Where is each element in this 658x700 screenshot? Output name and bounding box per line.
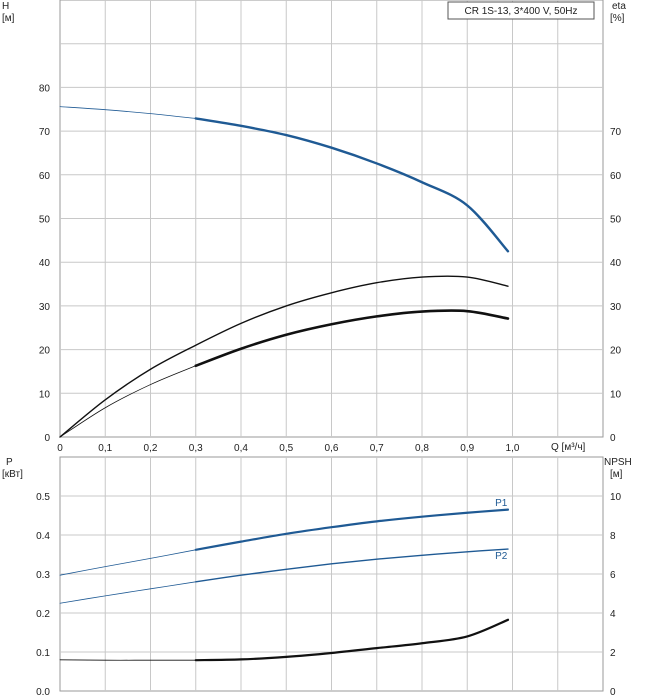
lower-y-tick-label-left: 0.0	[36, 687, 50, 698]
efficiency-curve	[59, 275, 509, 438]
x-tick-label: 0,5	[279, 443, 293, 454]
y-tick-label-left: 20	[39, 346, 51, 357]
head-curve	[194, 117, 510, 253]
series-label-p2: P2	[495, 551, 508, 562]
p2-curve	[195, 548, 509, 583]
lower-y-tick-label-right: 2	[610, 648, 616, 659]
upper-xlabel: Q [м³/ч]	[551, 442, 586, 453]
lower-y-tick-label-left: 0.3	[36, 570, 50, 581]
x-tick-label: 0	[57, 443, 63, 454]
lower-ylabel-line2: [кВт]	[2, 469, 23, 480]
head-curve	[59, 106, 197, 119]
lower-grid	[59, 456, 604, 692]
series-layer	[59, 106, 510, 662]
lower-y-tick-label-right: 4	[610, 609, 616, 620]
y-tick-label-right: 50	[610, 215, 622, 226]
y-tick-label-left: 10	[39, 389, 51, 400]
lower-ylabel-right-line2: [м]	[610, 469, 623, 480]
x-tick-label: 0,1	[98, 443, 112, 454]
ticks-layer: 0 0,1 0,2 0,3 0,4 0,5 0,6 0,7 0,8 0,9 1,0010203040…	[36, 83, 621, 698]
upper-grid	[59, 0, 604, 438]
y-tick-label-right: 70	[610, 127, 622, 138]
upper-ylabel-right-line2: [%]	[610, 13, 625, 24]
lower-y-tick-label-right: 8	[610, 531, 616, 542]
x-tick-label: 0,7	[370, 443, 384, 454]
lower-ylabel-right-line1: NPSH	[604, 457, 632, 468]
y-tick-label-right: 0	[610, 433, 616, 444]
y-tick-label-left: 50	[39, 215, 51, 226]
x-tick-label: 1,0	[506, 443, 520, 454]
lower-y-tick-label-right: 6	[610, 570, 616, 581]
chart-title: CR 1S-13, 3*400 V, 50Hz	[464, 6, 577, 17]
lower-ylabel-line1: P	[6, 457, 13, 468]
efficiency-curve	[194, 309, 510, 368]
y-tick-label-right: 20	[610, 346, 622, 357]
lower-y-tick-label-left: 0.5	[36, 492, 50, 503]
p1-curve	[194, 508, 510, 551]
y-tick-label-left: 70	[39, 127, 51, 138]
y-tick-label-left: 40	[39, 258, 51, 269]
y-tick-label-right: 30	[610, 302, 622, 313]
y-tick-label-left: 80	[39, 83, 51, 94]
y-tick-label-right: 10	[610, 389, 622, 400]
lower-y-tick-label-right: 0	[610, 687, 616, 698]
y-tick-label-right: 60	[610, 171, 622, 182]
p1-curve	[59, 549, 197, 576]
x-tick-label: 0,8	[415, 443, 429, 454]
upper-ylabel-right-line1: eta	[612, 1, 626, 12]
y-tick-label-left: 60	[39, 171, 51, 182]
y-tick-label-left: 30	[39, 302, 51, 313]
title-box	[447, 1, 595, 20]
x-tick-label: 0,3	[189, 443, 203, 454]
lower-y-tick-label-right: 10	[610, 492, 622, 503]
npsh-curve	[194, 618, 510, 662]
lower-y-tick-label-left: 0.2	[36, 609, 50, 620]
series-label-p1: P1	[495, 498, 508, 509]
y-tick-label-left: 0	[44, 433, 50, 444]
p2-curve	[59, 581, 197, 604]
lower-y-tick-label-left: 0.4	[36, 531, 50, 542]
x-tick-label: 0,6	[325, 443, 339, 454]
x-tick-label: 0,4	[234, 443, 248, 454]
efficiency-curve	[59, 365, 197, 438]
x-tick-label: 0,9	[460, 443, 474, 454]
upper-ylabel-line2: [м]	[2, 13, 15, 24]
x-tick-label: 0,2	[144, 443, 158, 454]
upper-ylabel-line1: H	[2, 1, 9, 12]
y-tick-label-right: 40	[610, 258, 622, 269]
lower-y-tick-label-left: 0.1	[36, 648, 50, 659]
